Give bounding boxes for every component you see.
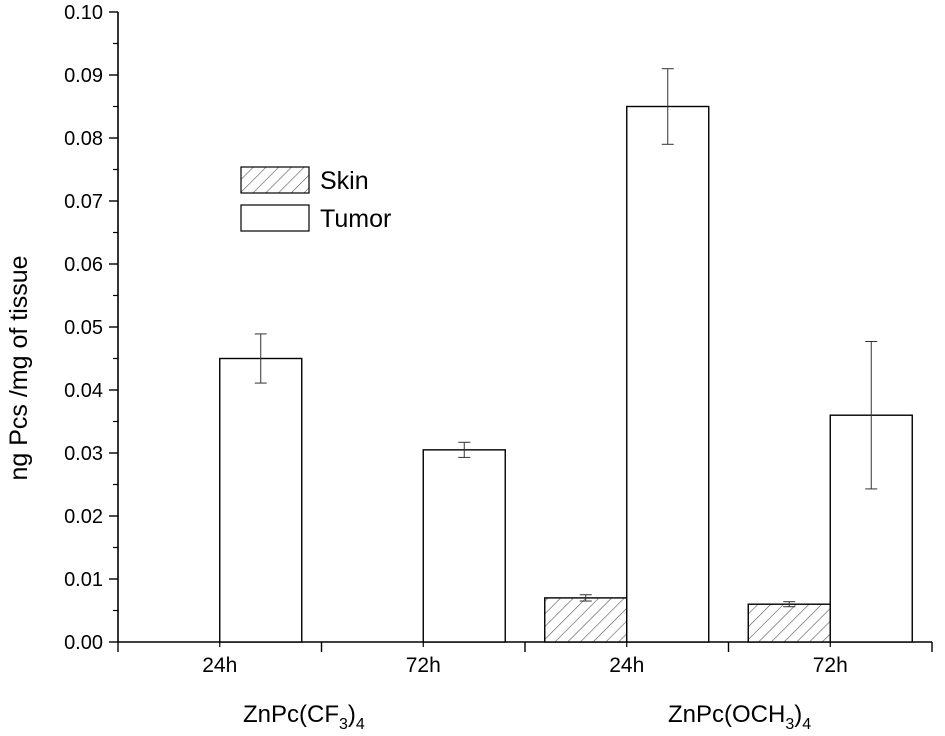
- legend-label-tumor: Tumor: [320, 205, 391, 233]
- legend-label-skin: Skin: [320, 167, 369, 195]
- y-tick-label: 0.10: [64, 2, 103, 24]
- y-tick-label: 0.05: [64, 317, 103, 339]
- legend-swatch-skin: [240, 166, 310, 194]
- y-tick-label: 0.02: [64, 506, 103, 528]
- group-label-och3: ZnPc(OCH3)4: [668, 701, 811, 733]
- bar-tumor: [219, 357, 303, 643]
- group-label-cf3: ZnPc(CF3)4: [243, 701, 365, 733]
- y-tick-label: 0.03: [64, 443, 103, 465]
- bar-tumor: [626, 105, 710, 643]
- legend-swatch-tumor: [240, 204, 310, 232]
- bar-tumor: [422, 449, 506, 643]
- bars: [219, 105, 913, 643]
- y-tick-label: 0.07: [64, 191, 103, 213]
- error-bars: [254, 68, 878, 608]
- bar-skin: [544, 597, 628, 643]
- y-tick-label: 0.06: [64, 254, 103, 276]
- y-tick-label: 0.04: [64, 380, 103, 402]
- bar-skin: [747, 603, 831, 643]
- y-axis-title: ng Pcs /mg of tissue: [5, 255, 33, 480]
- axis-labels: 0.00 0.01 0.02 0.03 0.04 0.05 0.06 0.07 0.08 0.09…: [64, 2, 848, 677]
- x-tick-label: 72h: [813, 654, 848, 677]
- y-tick-label: 0.08: [64, 128, 103, 150]
- y-tick-label: 0.00: [64, 632, 103, 654]
- y-tick-label: 0.09: [64, 65, 103, 87]
- x-tick-label: 72h: [406, 654, 441, 677]
- x-tick-label: 24h: [202, 654, 237, 677]
- y-tick-label: 0.01: [64, 569, 103, 591]
- legend: Skin Tumor: [240, 166, 391, 233]
- x-tick-label: 24h: [609, 654, 644, 677]
